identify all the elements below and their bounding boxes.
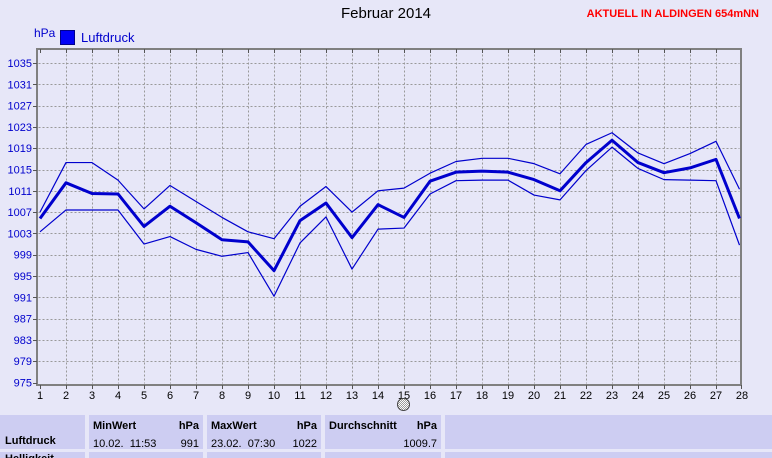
min-value-cell (89, 452, 203, 458)
sensor-label: Luftdruck (5, 435, 56, 447)
avg-value: 1009.7 (403, 438, 437, 449)
min-value: 991 (180, 438, 199, 449)
svg-text:11: 11 (294, 390, 305, 402)
page-title: Februar 2014 (340, 5, 432, 22)
svg-text:20: 20 (528, 390, 540, 402)
svg-text:26: 26 (684, 390, 696, 402)
svg-text:1011: 1011 (8, 186, 32, 198)
svg-text:8: 8 (219, 390, 225, 402)
svg-text:999: 999 (14, 250, 32, 262)
svg-text:995: 995 (14, 271, 32, 283)
series-luftdruck-tagesminimum (39, 146, 741, 297)
avg-header: Durchschnitt (329, 420, 397, 432)
average-cell: Durchschnitt hPa 1009.7 (325, 415, 441, 449)
svg-text:12: 12 (320, 390, 332, 402)
svg-text:1035: 1035 (8, 58, 32, 70)
max-header: MaxWert (211, 420, 257, 432)
min-unit: hPa (178, 420, 199, 432)
svg-text:22: 22 (580, 390, 592, 402)
legend: Luftdruck (60, 30, 134, 45)
series-luftdruck-tagesmittel (38, 138, 741, 273)
average-cell (325, 452, 441, 458)
plot-frame (36, 48, 742, 386)
svg-text:13: 13 (346, 390, 358, 402)
avg-unit: hPa (416, 420, 437, 432)
min-datetime: 10.02. 11:53 (93, 438, 157, 449)
svg-text:16: 16 (424, 390, 436, 402)
svg-text:27: 27 (710, 390, 722, 402)
svg-text:1019: 1019 (8, 143, 32, 155)
grid-lines (38, 50, 740, 384)
sensor-name-cell: Helligkeit (0, 452, 85, 458)
svg-text:2: 2 (63, 390, 69, 402)
svg-text:18: 18 (476, 390, 488, 402)
min-value-cell: MinWert hPa 10.02. 11:53 991 (89, 415, 203, 449)
svg-text:1031: 1031 (8, 79, 32, 91)
svg-text:14: 14 (372, 390, 384, 402)
min-header: MinWert (93, 420, 137, 432)
empty-cell (445, 415, 772, 449)
svg-text:24: 24 (632, 390, 644, 402)
y-axis-labels: 1035 1031 1027 1023 1019 1015 1011 1007 1003 999 9… (8, 58, 32, 390)
summary-table-row: Luftdruck MinWert hPa 10.02. 11:53 991 M… (0, 415, 772, 449)
max-value-cell (207, 452, 321, 458)
x-axis-labels: 1 2 3 4 5 6 7 8 9 10 11 12 13 14 15 16 17 18 19 20 21 22 23 24 2… (37, 390, 748, 402)
svg-text:4: 4 (115, 390, 121, 402)
svg-text:1027: 1027 (8, 101, 32, 113)
max-value: 1022 (292, 438, 317, 449)
svg-text:19: 19 (502, 390, 514, 402)
legend-label: Luftdruck (81, 30, 135, 45)
max-datetime: 23.02. 07:30 (211, 438, 276, 449)
svg-text:7: 7 (193, 390, 199, 402)
station-status-text: AKTUELL IN ALDINGEN 654mNN (586, 8, 759, 20)
svg-text:1023: 1023 (8, 122, 32, 134)
svg-text:21: 21 (554, 390, 566, 402)
svg-text:1007: 1007 (8, 207, 32, 219)
summary-table-row-partial: Helligkeit (0, 452, 772, 458)
moon-phase-icon (397, 398, 410, 411)
svg-text:3: 3 (89, 390, 95, 402)
max-value-cell: MaxWert hPa 23.02. 07:30 1022 (207, 415, 321, 449)
svg-text:1: 1 (37, 390, 43, 402)
svg-text:9: 9 (245, 390, 251, 402)
y-axis-unit-label: hPa (34, 26, 56, 40)
svg-text:987: 987 (14, 314, 32, 326)
svg-text:991: 991 (14, 292, 32, 304)
svg-text:5: 5 (141, 390, 147, 402)
svg-text:1003: 1003 (8, 228, 32, 240)
series-luftdruck-tagesmaximum (39, 132, 741, 240)
sensor-label: Helligkeit (5, 453, 54, 458)
sensor-name-cell: Luftdruck (0, 415, 85, 449)
svg-text:10: 10 (268, 390, 280, 402)
empty-cell (445, 452, 772, 458)
svg-text:6: 6 (167, 390, 173, 402)
legend-swatch-icon (60, 30, 75, 45)
svg-text:28: 28 (736, 390, 748, 402)
max-unit: hPa (296, 420, 317, 432)
svg-text:983: 983 (14, 335, 32, 347)
svg-text:17: 17 (450, 390, 462, 402)
axis-ticks (33, 49, 742, 389)
svg-text:23: 23 (606, 390, 618, 402)
svg-text:25: 25 (658, 390, 670, 402)
svg-text:979: 979 (14, 356, 32, 368)
svg-text:975: 975 (14, 378, 32, 390)
svg-text:1015: 1015 (8, 165, 32, 177)
